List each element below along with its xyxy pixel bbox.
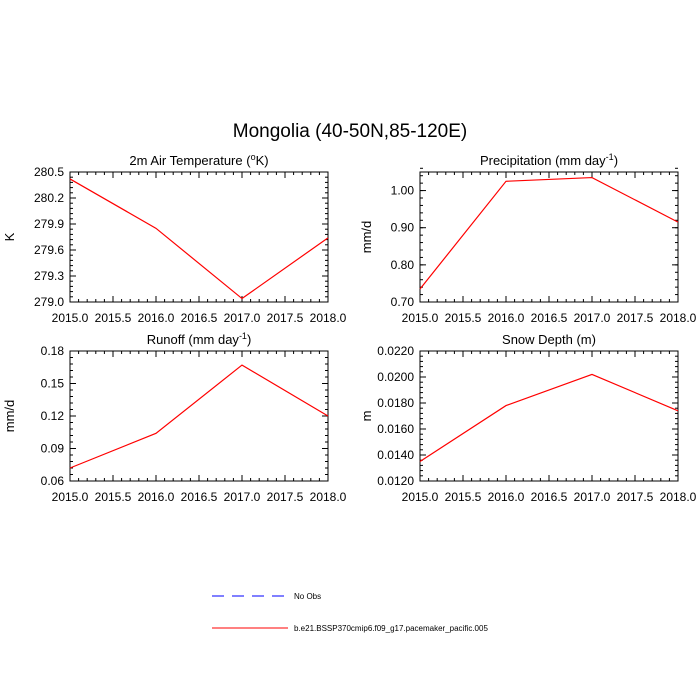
panel-1: 2m Air Temperature (oK) 2015.0 2015.5 2016.… [2,152,347,325]
y-tick-label: 0.0200 [377,370,414,384]
legend-label: No Obs [294,592,321,601]
x-tick-label: 2017.5 [267,490,304,504]
panel-title: Snow Depth (m) [502,332,596,347]
x-tick-label: 2015.5 [445,311,482,325]
plot-frame [419,171,679,303]
plot-frame [419,350,679,482]
x-tick-label: 2016.0 [488,311,525,325]
x-tick-label: 2016.0 [138,311,175,325]
plot-frame [69,350,329,482]
y-tick-label: 0.18 [41,344,65,358]
y-tick-label: 0.15 [41,377,65,391]
x-tick-label: 2016.0 [488,490,525,504]
panel-3: Runoff (mm day-1) 2015.0 2015.5 2016.0 2016.… [2,331,347,504]
panel-title-superscript: -1 [239,331,247,341]
x-tick-label: 2016.5 [181,490,218,504]
x-tick-label: 2015.5 [95,311,132,325]
y-axis-label: K [2,232,17,241]
panel-title-text: Runoff (mm day [147,332,240,347]
x-tick-label: 2015.0 [52,311,89,325]
panels: 2m Air Temperature (oK)2015.0 2015.5 2016.… [2,152,697,504]
y-tick-label: 0.80 [391,258,415,272]
panel-title: Precipitation (mm day-1) [480,152,618,168]
y-tick-label: 280.5 [34,165,64,179]
x-tick-label: 2017.0 [224,311,261,325]
x-tick-label: 2016.5 [181,311,218,325]
y-tick-label: 0.09 [41,442,65,456]
x-tick-label: 2017.0 [574,311,611,325]
y-tick-label: 0.12 [41,409,65,423]
series-line-model [69,364,329,469]
legend-label: b.e21.BSSP370cmip6.f09_g17.pacemaker_pac… [294,624,488,633]
x-tick-label: 2017.0 [224,490,261,504]
y-axis-label: mm/d [2,400,17,433]
panel-title-text: Snow Depth (m) [502,332,596,347]
figure-title: Mongolia (40-50N,85-120E) [233,121,467,142]
y-tick-label: 279.0 [34,295,64,309]
y-tick-label: 279.6 [34,243,64,257]
y-tick-label: 0.70 [391,295,415,309]
x-tick-label: 2016.5 [531,311,568,325]
y-axis-label: m [359,411,374,422]
panel-title-superscript: -1 [606,152,614,162]
y-tick-label: 0.0220 [377,344,414,358]
y-tick-label: 0.0180 [377,396,414,410]
legend-item-1: No Obs [212,592,321,601]
x-tick-label: 2015.0 [52,490,89,504]
x-tick-label: 2017.5 [617,490,654,504]
y-tick-label: 0.0140 [377,448,414,462]
panel-title: Runoff (mm day-1) [147,331,252,347]
y-tick-label: 280.2 [34,191,64,205]
panel-title: 2m Air Temperature (oK) [129,152,268,168]
x-tick-label: 2016.5 [531,490,568,504]
legend-item-2: b.e21.BSSP370cmip6.f09_g17.pacemaker_pac… [212,624,488,633]
x-tick-label: 2015.5 [95,490,132,504]
series-line-model [419,176,679,290]
x-tick-label: 2015.5 [445,490,482,504]
series-line-model [419,373,679,463]
x-tick-label: 2015.0 [402,490,439,504]
x-tick-label: 2017.5 [617,311,654,325]
x-tick-label: 2016.0 [138,490,175,504]
x-tick-label: 2017.0 [574,490,611,504]
y-tick-label: 0.06 [41,474,65,488]
x-tick-label: 2017.5 [267,311,304,325]
x-tick-label: 2018.0 [310,311,347,325]
y-tick-label: 279.9 [34,217,64,231]
x-tick-label: 2015.0 [402,311,439,325]
y-axis-label: mm/d [359,221,374,254]
x-tick-label: 2018.0 [310,490,347,504]
x-tick-label: 2018.0 [660,490,697,504]
y-tick-label: 279.3 [34,269,64,283]
x-tick-label: 2018.0 [660,311,697,325]
y-tick-label: 1.00 [391,184,415,198]
y-tick-label: 0.0120 [377,474,414,488]
panel-title-superscript: o [251,152,256,162]
panel-title-tail: ) [247,332,251,347]
panel-title-text: Precipitation (mm day [480,153,606,168]
y-tick-label: 0.90 [391,221,415,235]
y-tick-label: 0.0160 [377,422,414,436]
series-line-model [69,178,329,300]
plot-frame [69,171,329,303]
panel-title-tail: ) [614,153,618,168]
legend: No Obs b.e21.BSSP370cmip6.f09_g17.pacemak… [212,592,488,633]
panel-title-tail: K) [256,153,269,168]
panel-4: Snow Depth (m) 2015.0 2015.5 2016.0 2016.5 20… [359,332,697,504]
panel-2: Precipitation (mm day-1) 2015.0 2015.5 2016… [359,152,697,325]
panel-title-text: 2m Air Temperature ( [129,153,251,168]
